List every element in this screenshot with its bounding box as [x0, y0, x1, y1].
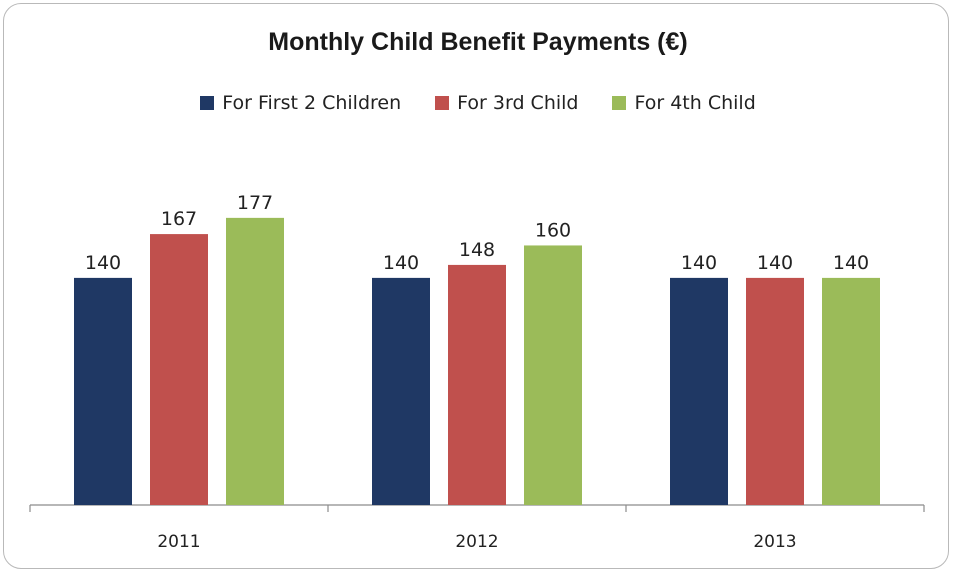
- x-tick-label-2012: 2012: [455, 532, 498, 552]
- data-label-2011-series-3: 177: [237, 192, 273, 214]
- legend-item-series-1: For First 2 Children: [200, 92, 401, 114]
- bar-2011-series-1: [74, 277, 132, 505]
- bar-2013-series-1: [670, 277, 728, 505]
- legend-item-series-2: For 3rd Child: [435, 92, 578, 114]
- data-label-2011-series-2: 167: [161, 208, 197, 230]
- bar-2013-series-3: [822, 277, 880, 505]
- bar-2012-series-1: [372, 277, 430, 505]
- data-label-2013-series-3: 140: [833, 252, 869, 274]
- bar-2011-series-3: [226, 217, 284, 505]
- legend-swatch-series-1: [200, 96, 215, 110]
- bar-2011-series-2: [150, 234, 208, 506]
- chart-title: Monthly Child Benefit Payments (€): [268, 28, 688, 56]
- x-tick-label-2011: 2011: [157, 532, 200, 552]
- data-label-2013-series-1: 140: [681, 252, 717, 274]
- legend-item-series-3: For 4th Child: [612, 92, 756, 114]
- chart-legend: For First 2 Children For 3rd Child For 4…: [0, 92, 956, 114]
- x-tick-label-2013: 2013: [753, 532, 796, 552]
- legend-label-series-3: For 4th Child: [634, 92, 756, 114]
- bar-2012-series-2: [448, 264, 506, 505]
- data-label-2012-series-1: 140: [383, 252, 419, 274]
- legend-swatch-series-3: [612, 96, 627, 110]
- data-label-2012-series-2: 148: [459, 239, 495, 261]
- legend-label-series-2: For 3rd Child: [457, 92, 579, 114]
- data-label-2013-series-2: 140: [757, 252, 793, 274]
- bar-2013-series-2: [746, 277, 804, 505]
- bar-2012-series-3: [524, 245, 582, 505]
- data-label-2011-series-1: 140: [85, 252, 121, 274]
- legend-label-series-1: For First 2 Children: [222, 92, 402, 114]
- data-label-2012-series-3: 160: [535, 219, 571, 241]
- legend-swatch-series-2: [435, 96, 450, 110]
